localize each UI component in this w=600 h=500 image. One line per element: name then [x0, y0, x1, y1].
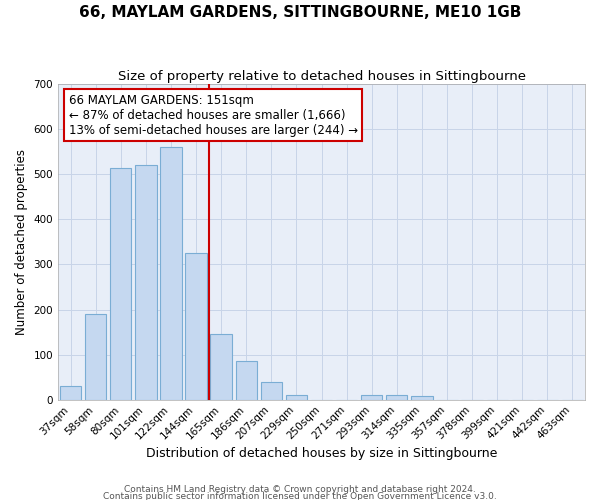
Bar — [386, 395, 407, 400]
Bar — [411, 396, 433, 400]
Bar — [361, 395, 382, 400]
Text: Contains public sector information licensed under the Open Government Licence v3: Contains public sector information licen… — [103, 492, 497, 500]
Bar — [236, 362, 257, 400]
Bar — [110, 168, 131, 400]
X-axis label: Distribution of detached houses by size in Sittingbourne: Distribution of detached houses by size … — [146, 447, 497, 460]
Text: 66 MAYLAM GARDENS: 151sqm
← 87% of detached houses are smaller (1,666)
13% of se: 66 MAYLAM GARDENS: 151sqm ← 87% of detac… — [68, 94, 358, 136]
Bar — [260, 382, 282, 400]
Bar — [85, 314, 106, 400]
Y-axis label: Number of detached properties: Number of detached properties — [15, 149, 28, 335]
Bar — [160, 148, 182, 400]
Title: Size of property relative to detached houses in Sittingbourne: Size of property relative to detached ho… — [118, 70, 526, 83]
Bar — [211, 334, 232, 400]
Text: Contains HM Land Registry data © Crown copyright and database right 2024.: Contains HM Land Registry data © Crown c… — [124, 486, 476, 494]
Bar — [135, 166, 157, 400]
Text: 66, MAYLAM GARDENS, SITTINGBOURNE, ME10 1GB: 66, MAYLAM GARDENS, SITTINGBOURNE, ME10 … — [79, 5, 521, 20]
Bar — [60, 386, 81, 400]
Bar — [286, 395, 307, 400]
Bar — [185, 253, 207, 400]
